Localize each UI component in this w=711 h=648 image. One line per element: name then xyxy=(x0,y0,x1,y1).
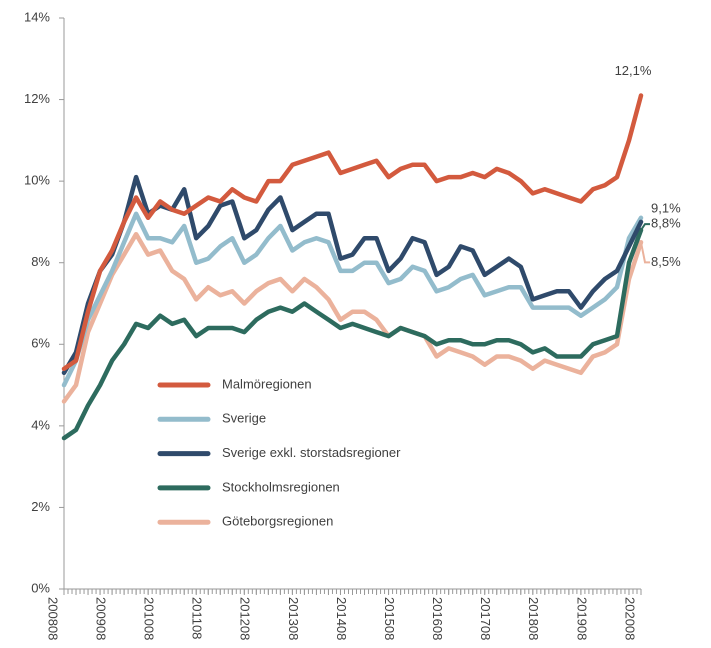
legend-label: Sverige exkl. storstadsregioner xyxy=(222,445,401,460)
label-leader xyxy=(640,223,650,231)
x-tick-label: 201108 xyxy=(190,597,205,639)
x-tick-label: 201508 xyxy=(382,597,397,640)
x-tick-label: 201908 xyxy=(574,597,589,640)
series-line xyxy=(61,227,644,441)
y-tick-label: 12% xyxy=(24,91,50,106)
y-tick-label: 14% xyxy=(24,9,50,24)
series-line xyxy=(61,174,644,376)
y-tick-label: 4% xyxy=(31,417,50,432)
x-tick-label: 201008 xyxy=(142,597,157,640)
x-tick-label: 201808 xyxy=(526,597,541,640)
x-tick-label: 201308 xyxy=(286,597,301,640)
x-tick-label: 201708 xyxy=(478,597,493,640)
y-tick-label: 10% xyxy=(24,173,50,188)
x-tick-label: 200908 xyxy=(93,597,108,640)
series-line xyxy=(61,231,644,404)
data-label: 8,5% xyxy=(651,254,681,269)
legend-label: Sverige xyxy=(222,411,266,426)
x-tick-label: 201608 xyxy=(430,597,445,640)
x-tick-label: 200808 xyxy=(45,597,60,640)
x-tick-label: 202008 xyxy=(622,597,637,640)
data-label: 8,8% xyxy=(651,216,681,231)
data-label: 9,1% xyxy=(651,200,681,215)
x-tick-label: 201408 xyxy=(334,597,349,640)
series-line xyxy=(61,211,644,388)
data-label: 12,1% xyxy=(615,63,652,78)
legend-label: Stockholmsregionen xyxy=(222,479,340,494)
legend-label: Göteborgsregionen xyxy=(222,514,333,529)
legend-label: Malmöregionen xyxy=(222,376,312,391)
x-tick-label: 201208 xyxy=(238,597,253,640)
y-tick-label: 6% xyxy=(31,336,50,351)
series-line xyxy=(61,93,644,372)
y-tick-label: 0% xyxy=(31,580,50,595)
y-tick-label: 2% xyxy=(31,499,50,514)
label-leader xyxy=(640,242,650,264)
y-tick-label: 8% xyxy=(31,254,50,269)
